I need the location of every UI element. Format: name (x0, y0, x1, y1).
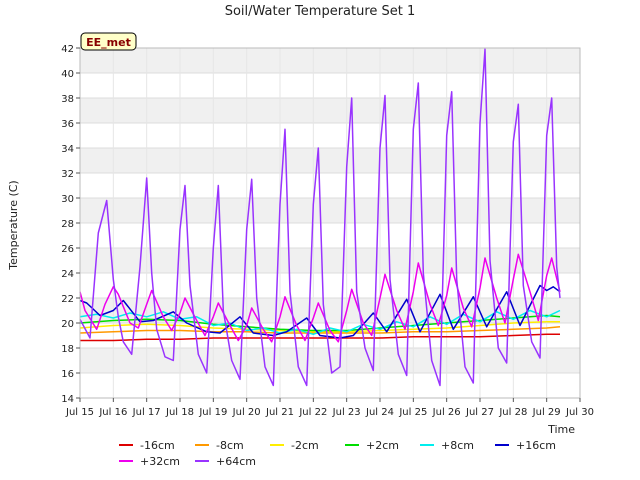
y-tick-label: 14 (61, 394, 74, 405)
y-tick-label: 40 (61, 69, 74, 80)
y-tick-label: 24 (61, 269, 74, 280)
x-tick-label: Jul 24 (365, 407, 394, 418)
y-tick-label: 34 (61, 144, 74, 155)
badge-box (80, 32, 137, 51)
series-line-+64cm (79, 48, 561, 387)
y-tick-label: 38 (61, 94, 74, 105)
legend-item--8cm: -8cm (195, 439, 244, 452)
plot-band (80, 48, 580, 73)
y-axis-label: Temperature (C) (7, 180, 20, 270)
legend-item--2cm: -2cm (270, 439, 319, 452)
series-line-+32cm (79, 253, 561, 343)
series-line--16cm (80, 333, 560, 342)
legend-label: +8cm (441, 439, 474, 452)
x-tick-label: Jul 16 (98, 407, 127, 418)
x-axis-label: Time (547, 423, 575, 436)
series-lines (79, 48, 561, 387)
legend-item-+16cm: +16cm (495, 439, 556, 452)
legend-item--16cm: -16cm (119, 439, 175, 452)
x-tick-label: Jul 28 (498, 407, 527, 418)
plot-band (80, 198, 580, 223)
legend-label: -2cm (291, 439, 319, 452)
badge-label: EE_met (86, 36, 131, 49)
y-tick-label: 28 (61, 219, 74, 230)
y-tick-label: 20 (61, 319, 74, 330)
x-tick-label: Jul 22 (298, 407, 327, 418)
x-tick-label: Jul 15 (65, 407, 94, 418)
legend: -16cm -8cm -2cm +2cm +8cm +16cm +32cm +64cm (119, 439, 556, 468)
legend-item-+32cm: +32cm (119, 455, 180, 468)
x-tick-label: Jul 25 (398, 407, 427, 418)
y-tick-labels: 14 16 18 20 22 24 26 28 30 32 34 36 38 40 42 (61, 44, 80, 405)
x-tick-label: Jul 18 (165, 407, 194, 418)
plot-band (80, 98, 580, 123)
plot-band (80, 148, 580, 173)
x-tick-label: Jul 17 (132, 407, 161, 418)
x-tick-label: Jul 29 (532, 407, 561, 418)
legend-item-+2cm: +2cm (345, 439, 399, 452)
x-tick-label: Jul 20 (232, 407, 261, 418)
x-tick-label: Jul 21 (265, 407, 294, 418)
legend-label: -8cm (216, 439, 244, 452)
x-tick-labels: Jul 15 Jul 16 Jul 17 Jul 18 Jul 19 Jul 20 Jul … (65, 398, 594, 418)
y-tick-label: 32 (61, 169, 74, 180)
x-tick-label: Jul 30 (565, 407, 594, 418)
y-tick-label: 18 (61, 344, 74, 355)
legend-item-+64cm: +64cm (195, 455, 256, 468)
x-tick-label: Jul 23 (332, 407, 361, 418)
x-tick-label: Jul 26 (432, 407, 461, 418)
series-line-+16cm (79, 284, 561, 339)
legend-label: +2cm (366, 439, 399, 452)
plot-band (80, 248, 580, 273)
legend-label: +32cm (140, 455, 180, 468)
legend-label: -16cm (140, 439, 175, 452)
y-tick-label: 36 (61, 119, 74, 130)
ee-met-badge: EE_met (80, 32, 137, 51)
chart-title: Soil/Water Temperature Set 1 (225, 4, 416, 19)
x-tick-label: Jul 19 (198, 407, 227, 418)
legend-label: +64cm (216, 455, 256, 468)
y-tick-label: 42 (61, 44, 74, 55)
legend-label: +16cm (516, 439, 556, 452)
y-tick-label: 30 (61, 194, 74, 205)
y-tick-label: 26 (61, 244, 74, 255)
x-tick-label: Jul 27 (465, 407, 494, 418)
y-tick-label: 22 (61, 294, 74, 305)
series-line-+8cm (79, 309, 561, 336)
legend-item-+8cm: +8cm (420, 439, 474, 452)
y-tick-label: 16 (61, 369, 74, 380)
